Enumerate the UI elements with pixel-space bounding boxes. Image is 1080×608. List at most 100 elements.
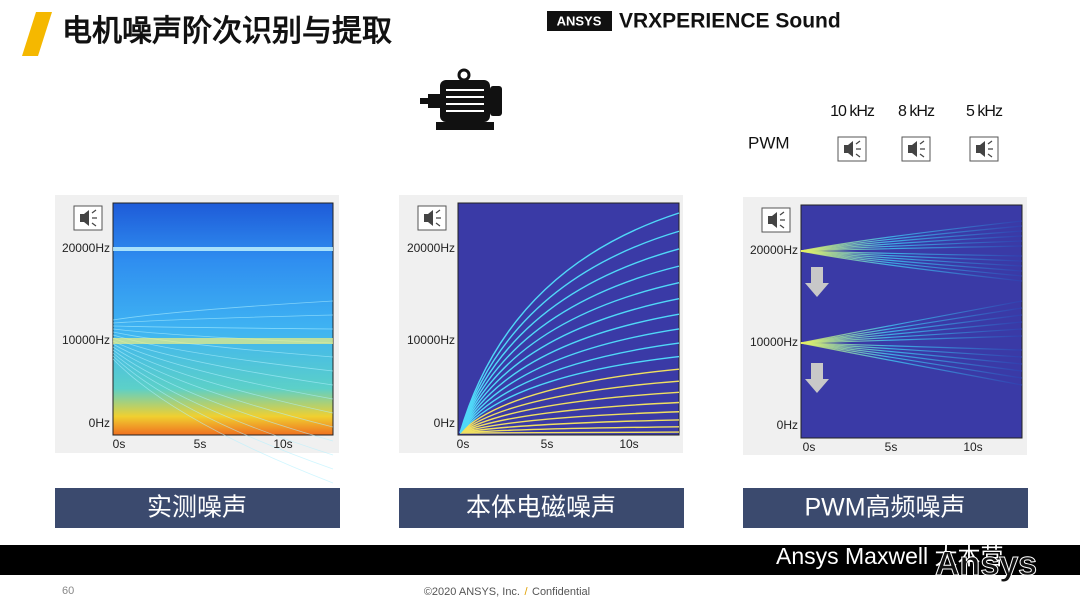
down-arrow [805, 363, 829, 393]
copyright: ©2020 ANSYS, Inc. [424, 586, 520, 598]
speaker-waves [919, 140, 925, 158]
speaker-button[interactable] [969, 136, 999, 162]
separator: / [524, 586, 528, 598]
order-curve [459, 342, 680, 434]
x-tick-label: 0s [457, 437, 470, 451]
y-tick-label: 0Hz [89, 416, 110, 430]
pwm-sideband [800, 300, 1023, 344]
harmonic-line [112, 314, 334, 324]
caption-box [743, 488, 1028, 528]
x-tick-label: 5s [194, 437, 207, 451]
order-curve [459, 328, 680, 434]
panel-caption: PWM高频噪声 [804, 494, 965, 522]
speaker-icon [80, 210, 89, 226]
order-curve [459, 401, 680, 434]
speaker-icon [768, 212, 777, 228]
motor-icon [420, 68, 502, 130]
spectrogram-texture [459, 212, 680, 434]
harmonic-line [112, 355, 334, 470]
harmonic-line [112, 343, 334, 414]
order-curve [459, 265, 680, 434]
pwm-sideband [800, 307, 1023, 344]
order-curve [459, 426, 680, 434]
order-curve [459, 298, 680, 434]
panel-caption: 本体电磁噪声 [466, 494, 616, 522]
spectrogram-texture [800, 220, 1023, 386]
speaker-icon [976, 141, 985, 157]
caption-box [399, 488, 684, 528]
spectrogram-texture [112, 247, 334, 484]
harmonic-line [112, 346, 334, 428]
speaker-waves [91, 209, 97, 227]
order-curve [459, 419, 680, 434]
y-tick-label: 0Hz [777, 418, 798, 432]
order-curve [459, 230, 680, 434]
brand-logo: ANSYS [557, 13, 602, 28]
confidential: Confidential [532, 586, 590, 598]
y-tick-label: 20000Hz [62, 241, 110, 255]
speaker-waves [779, 211, 785, 229]
pwm-frequency: 5 kHz [966, 103, 1003, 120]
watermark: Ansys Maxwell 大本营 [776, 543, 1003, 569]
speaker-icon [844, 141, 853, 157]
spectrogram-panel: 20000Hz 10000Hz 0Hz 0s 5s 10s PWM高频噪声 [743, 197, 1028, 528]
pwm-frequency: 8 kHz [898, 103, 935, 120]
order-curve [459, 313, 680, 434]
y-tick-label: 0Hz [434, 416, 455, 430]
speaker-button[interactable] [837, 136, 867, 162]
speaker-icon [424, 210, 433, 226]
x-tick-label: 0s [803, 440, 816, 454]
spectrogram-plot [112, 202, 334, 436]
brand-box [547, 11, 612, 31]
speaker-button[interactable] [901, 136, 931, 162]
band-line [113, 247, 333, 251]
order-curve [459, 391, 680, 434]
x-tick-label: 0s [113, 437, 126, 451]
x-tick-label: 5s [885, 440, 898, 454]
speaker-waves [987, 140, 993, 158]
pwm-sideband [800, 342, 1023, 386]
order-curve [459, 355, 680, 434]
footer-logo: Ansys [935, 545, 1037, 583]
harmonic-line [112, 325, 334, 330]
y-tick-label: 10000Hz [750, 335, 798, 349]
harmonic-line [112, 300, 334, 321]
harmonic-line [112, 349, 334, 442]
order-curve [459, 411, 680, 434]
panel-caption: 实测噪声 [147, 494, 247, 522]
speaker-button[interactable] [73, 205, 103, 231]
caption-box [55, 488, 340, 528]
harmonic-line [112, 331, 334, 358]
order-curve [459, 248, 680, 434]
speaker-button[interactable] [761, 207, 791, 233]
harmonic-line [112, 340, 334, 400]
harmonic-line [112, 358, 334, 484]
x-tick-label: 10s [619, 437, 638, 451]
band-line [113, 338, 333, 344]
spectrogram-plot [457, 202, 680, 436]
speaker-icon [908, 141, 917, 157]
order-curve [459, 380, 680, 434]
x-tick-label: 10s [963, 440, 982, 454]
y-tick-label: 10000Hz [62, 333, 110, 347]
order-curve [459, 212, 680, 434]
title-accent [22, 12, 52, 56]
product-name: VRXPERIENCE Sound [619, 10, 841, 33]
speaker-waves [855, 140, 861, 158]
down-arrow [805, 267, 829, 297]
x-tick-label: 10s [273, 437, 292, 451]
y-tick-label: 10000Hz [407, 333, 455, 347]
speaker-button[interactable] [417, 205, 447, 231]
pwm-sideband [800, 250, 1023, 282]
y-tick-label: 20000Hz [407, 241, 455, 255]
y-tick-label: 20000Hz [750, 243, 798, 257]
order-curve [459, 368, 680, 434]
harmonic-line [112, 352, 334, 456]
page-number: 60 [62, 585, 74, 597]
order-curve [459, 431, 680, 434]
speaker-waves [435, 209, 441, 227]
